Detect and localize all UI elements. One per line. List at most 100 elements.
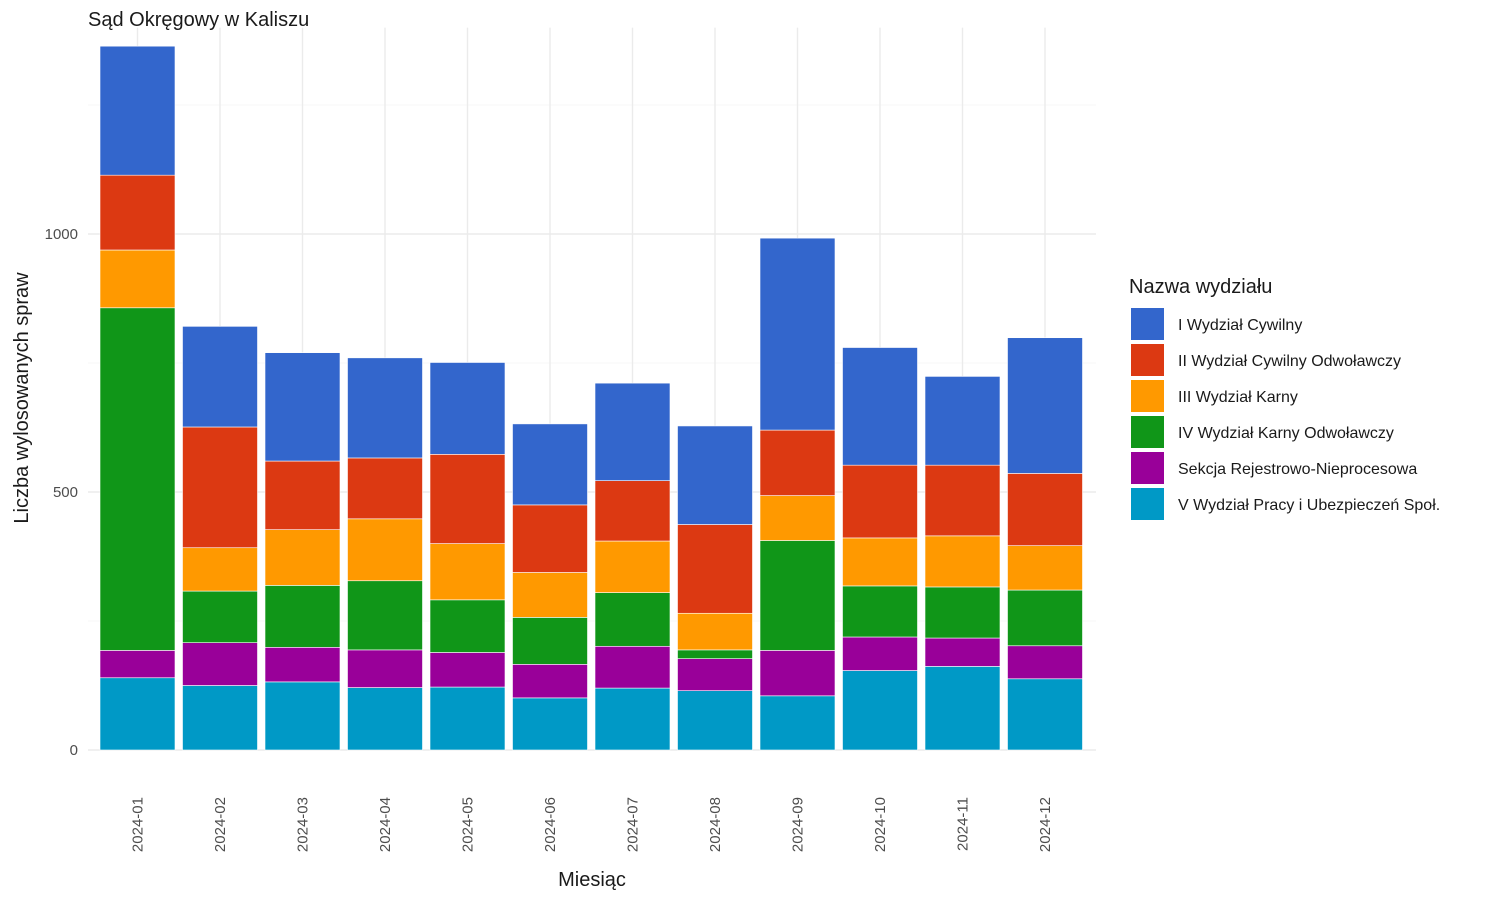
x-tick-label: 2024-03 [295,797,312,852]
x-tick-label: 2024-01 [130,797,147,852]
bar-segment [512,504,588,573]
bar-segment [842,537,918,587]
bar-segment [429,362,506,455]
legend-key [1131,488,1164,520]
bar-segment [429,652,506,688]
y-axis-title: Liczba wylosowanych spraw [11,272,33,524]
bar-segment [924,586,1001,639]
bar-segment [99,249,176,309]
bar-segment [182,590,258,643]
y-tick-label: 500 [53,484,78,501]
bar-segment [1007,337,1083,474]
x-tick-label: 2024-06 [542,797,559,852]
bar-segment [842,347,918,466]
bar-segment [759,650,836,697]
bar-segment [759,695,836,751]
bar-segment [99,677,176,751]
x-tick-label: 2024-08 [707,797,724,852]
x-tick-label: 2024-12 [1037,797,1054,852]
bar-segment [429,686,506,751]
bar-segment [512,697,588,751]
bar-segment [99,650,176,679]
x-tick-label: 2024-04 [377,797,394,852]
legend-label: V Wydział Pracy i Ubezpieczeń Społ. [1178,497,1440,514]
bar-segment [512,617,588,665]
bar-segment [924,535,1001,588]
bar-segment [347,580,423,651]
legend-label: IV Wydział Karny Odwoławczy [1178,425,1394,442]
bar-segment [347,687,423,751]
bar-segment [264,681,341,751]
bar-segment [842,464,918,539]
y-axis-ticks: 0 500 1000 [45,226,78,759]
bar-segment [594,480,671,542]
bar-segment [182,326,258,428]
bar-segment [594,645,671,689]
bar-segment [1007,645,1083,680]
legend-label: II Wydział Cywilny Odwoławczy [1178,353,1401,370]
bar-segment [594,540,671,593]
x-tick-label: 2024-02 [212,797,229,852]
bar-segment [347,649,423,688]
bar-segment [99,45,176,176]
legend-key [1131,308,1164,340]
bar-segment [842,636,918,671]
x-axis-ticks: 2024-01 2024-02 2024-03 2024-04 2024-05 2024-… [130,797,1055,852]
x-axis-title: Miesiąc [558,869,626,891]
legend-label: III Wydział Karny [1178,389,1298,406]
x-tick-label: 2024-10 [872,797,889,852]
bar-segment [677,658,753,691]
bar-segment [347,457,423,520]
bar-segment [347,357,423,459]
bar-segment [677,690,753,751]
bar-segment [429,454,506,544]
bar-segment [759,429,836,496]
bar-segment [677,649,753,659]
bar-segment [924,376,1001,466]
bar-segment [264,460,341,530]
bar-segment [182,547,258,592]
bar-segment [182,642,258,686]
legend-label: Sekcja Rejestrowo-Nieprocesowa [1178,461,1417,478]
bar-segment [1007,678,1083,751]
legend-title: Nazwa wydziału [1129,276,1272,298]
legend-key [1131,452,1164,484]
bar-segment [429,599,506,653]
bars [99,45,1083,751]
legend-key [1131,344,1164,376]
legend-key [1131,380,1164,412]
bar-segment [924,666,1001,751]
bar-segment [182,685,258,751]
bar-segment [512,423,588,506]
bar-segment [264,529,341,586]
x-tick-label: 2024-05 [460,797,477,852]
bar-segment [99,307,176,651]
bar-segment [512,664,588,699]
bar-segment [677,612,753,651]
chart-title: Sąd Okręgowy w Kaliszu [88,9,309,31]
bar-segment [512,572,588,618]
bar-segment [677,425,753,525]
bar-segment [594,592,671,647]
bar-segment [759,495,836,541]
bar-segment [759,540,836,651]
y-tick-label: 1000 [45,226,78,243]
bar-segment [1007,545,1083,591]
bar-segment [842,670,918,751]
bar-segment [264,585,341,648]
bar-segment [429,543,506,601]
legend-key [1131,416,1164,448]
bar-segment [99,174,176,251]
x-tick-label: 2024-11 [955,797,972,851]
legend: Nazwa wydziału I Wydział Cywilny II Wydzi… [1129,276,1440,520]
bar-segment [677,524,753,614]
bar-segment [1007,473,1083,546]
bar-segment [264,352,341,462]
bar-segment [842,585,918,638]
bar-segment [924,637,1001,667]
x-tick-label: 2024-09 [790,797,807,852]
bar-segment [594,687,671,751]
bar-segment [347,518,423,582]
bar-segment [594,382,671,481]
